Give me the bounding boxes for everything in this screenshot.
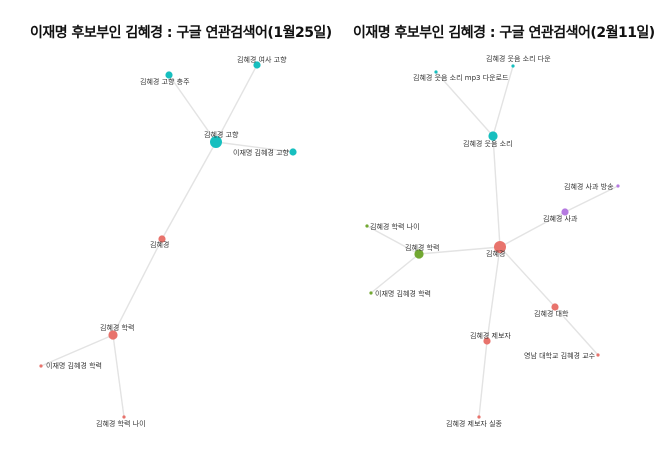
edge-r-laugh-to-r-laugh-mp3: [435, 71, 494, 137]
edge-l-education-to-l-lee-education: [40, 334, 114, 367]
node-label-r-laugh-mp3: 김혜경 웃음 소리 mp3 다운로드: [413, 73, 509, 82]
node-label-l-lee-hometown: 이재명 김혜경 고향: [233, 148, 290, 157]
node-label-r-education-age: 김혜경 학력 나이: [370, 222, 420, 231]
edge-r-center-to-r-informant: [486, 246, 501, 342]
edge-l-hometown-to-l-center: [161, 141, 217, 240]
left-panel-title: 이재명 후보부인 김혜경 : 구글 연관검색어(1월25일): [30, 25, 332, 41]
node-r-education-age: [365, 224, 369, 228]
node-label-r-laugh: 김혜경 웃음 소리: [463, 139, 513, 148]
node-label-l-hometown-chungju: 김혜경 고향 충주: [140, 77, 190, 86]
node-r-laugh-download: [511, 64, 515, 68]
node-l-education-age: [122, 415, 126, 419]
node-r-laugh: [488, 131, 498, 141]
node-r-apology: [561, 208, 569, 216]
node-r-lee-education: [369, 291, 373, 295]
node-r-informant: [483, 337, 491, 345]
edge-r-education-to-r-lee-education: [370, 253, 420, 294]
edge-r-center-to-r-education: [418, 246, 501, 255]
edge-l-hometown-to-l-hometown-chungju: [168, 74, 217, 143]
node-label-l-woman-hometown: 김혜경 여사 고향: [237, 55, 287, 64]
node-label-l-hometown: 김혜경 고향: [204, 130, 239, 139]
node-label-r-lee-education: 이재명 김혜경 학력: [375, 289, 431, 298]
node-l-center: [158, 235, 166, 243]
node-label-l-education: 김혜경 학력: [100, 323, 134, 332]
node-label-r-informant-missing: 김혜경 제보자 실종: [446, 419, 503, 428]
node-l-hometown-chungju: [165, 71, 173, 79]
node-l-education: [108, 330, 118, 340]
node-l-woman-hometown: [253, 61, 261, 69]
edge-l-center-to-l-education: [112, 238, 163, 336]
edge-r-informant-to-r-informant-missing: [478, 340, 488, 418]
node-r-center: [494, 241, 506, 253]
node-label-l-center: 김혜경: [150, 240, 169, 249]
edge-r-center-to-r-university: [499, 246, 556, 308]
node-r-laugh-mp3: [434, 70, 438, 74]
edge-r-center-to-r-apology: [499, 211, 566, 248]
node-r-informant-missing: [477, 415, 481, 419]
node-label-r-apology: 김혜경 사과: [543, 214, 578, 223]
edge-l-hometown-to-l-lee-hometown: [215, 141, 294, 153]
node-label-r-education: 김혜경 학력: [405, 243, 439, 252]
right-panel-title: 이재명 후보부인 김혜경 : 구글 연관검색어(2월11일): [353, 25, 655, 41]
node-r-apology-broadcast: [616, 184, 620, 188]
edge-r-laugh-to-r-center: [492, 135, 501, 248]
node-label-r-university: 김혜경 대학: [534, 309, 569, 318]
node-label-r-laugh-download: 김혜경 웃음 소리 다운: [486, 54, 551, 63]
node-l-lee-hometown: [289, 148, 297, 156]
node-r-university: [551, 303, 559, 311]
node-label-l-lee-education: 이재명 김혜경 학력: [46, 361, 102, 370]
node-label-r-yeungnam: 영남 대학교 김혜경 교수: [524, 351, 596, 360]
node-r-education: [414, 249, 424, 259]
node-label-l-education-age: 김혜경 학력 나이: [96, 419, 146, 428]
node-r-yeungnam: [596, 353, 600, 357]
edge-r-education-to-r-education-age: [366, 225, 420, 255]
node-label-r-apology-broadcast: 김혜경 사과 방송: [564, 182, 614, 191]
edge-r-university-to-r-yeungnam: [554, 306, 599, 356]
node-label-r-center: 김혜경: [486, 249, 505, 258]
edge-r-laugh-to-r-laugh-download: [492, 65, 514, 137]
node-l-lee-education: [39, 364, 43, 368]
edge-l-hometown-to-l-woman-hometown: [215, 64, 258, 143]
node-l-hometown: [210, 136, 222, 148]
node-label-r-informant: 김혜경 제보자: [470, 331, 511, 340]
edge-l-education-to-l-education-age: [112, 334, 125, 418]
edge-r-apology-to-r-apology-broadcast: [564, 185, 619, 213]
